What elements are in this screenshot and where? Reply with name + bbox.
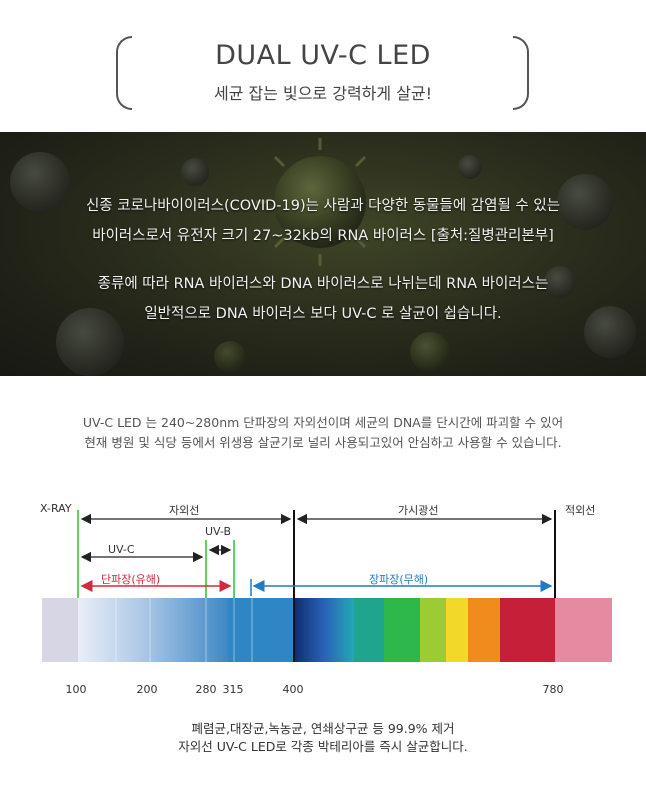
virus-particle-icon — [10, 152, 636, 376]
uv-label: 자외선 — [169, 504, 200, 517]
tick-label: 100 — [65, 683, 87, 696]
visible-lime-band — [420, 598, 446, 662]
tick-label: 780 — [542, 683, 564, 696]
spectrum-bar — [42, 598, 612, 662]
visible-blue-band — [294, 598, 354, 662]
footer-line-2: 자외선 UV-C LED로 각종 박테리아를 즉시 살균합니다. — [178, 739, 468, 754]
banner-text-line-3: 종류에 따라 RNA 바이러스와 DNA 바이러스로 나뉘는데 RNA 바이러스… — [97, 276, 549, 292]
uvc-label: UV-C — [108, 543, 135, 556]
tick-label: 315 — [222, 683, 244, 696]
uvb-label: UV-B — [205, 525, 232, 538]
page-title: DUAL UV-C LED — [215, 40, 431, 71]
long-wave-label: 장파장(무해) — [369, 573, 429, 586]
virus-particle-icon — [256, 138, 384, 266]
visible-orange-band — [468, 598, 500, 662]
visible-teal-band — [354, 598, 384, 662]
page-subtitle: 세균 잡는 빛으로 강력하게 살균! — [213, 84, 433, 103]
xray-label: X-RAY — [40, 502, 72, 515]
infrared-band — [555, 598, 612, 662]
tick-label: 280 — [195, 683, 217, 696]
banner-text-line-1: 신종 코로나바이이러스(COVID-19)는 사람과 다양한 동물들에 감염될 … — [85, 198, 561, 214]
tick-label: 400 — [282, 683, 304, 696]
uv-band — [78, 598, 228, 662]
infrared-label: 적외선 — [565, 504, 596, 517]
uv-band-dark — [228, 598, 294, 662]
uv-spectrum-diagram: X-RAY 자외선 가시광선 적외선 UV-B UV-C 단파장(유해) 장파장… — [0, 490, 646, 710]
description-line-2: 현재 병원 및 식당 등에서 위생용 살균기로 널리 사용되고있어 안심하고 사… — [84, 435, 562, 450]
virus-banner: 신종 코로나바이이러스(COVID-19)는 사람과 다양한 동물들에 감염될 … — [0, 132, 646, 376]
banner-text-line-2: 바이러스로서 유전자 크기 27~32kb의 RNA 바이러스 [출처:질병관리… — [92, 228, 554, 244]
footer-line-1: 폐렴균,대장균,녹농균, 연쇄상구균 등 99.9% 제거 — [191, 721, 455, 736]
spectrum-graphic — [42, 510, 612, 662]
visible-green-band — [384, 598, 420, 662]
visible-light-label: 가시광선 — [398, 504, 439, 517]
header: DUAL UV-C LED 세균 잡는 빛으로 강력하게 살균! — [0, 0, 646, 132]
short-wave-label: 단파장(유해) — [101, 573, 161, 586]
xray-band — [42, 598, 78, 662]
virus-background-image — [0, 132, 646, 376]
description-line-1: UV-C LED 는 240~280nm 단파장의 자외선이며 세균의 DNA를… — [82, 415, 564, 430]
banner-text-line-4: 일반적으로 DNA 바이러스 보다 UV-C 로 살균이 쉽습니다. — [144, 306, 502, 322]
visible-yellow-band — [446, 598, 468, 662]
visible-red-band — [500, 598, 555, 662]
tick-label: 200 — [136, 683, 158, 696]
